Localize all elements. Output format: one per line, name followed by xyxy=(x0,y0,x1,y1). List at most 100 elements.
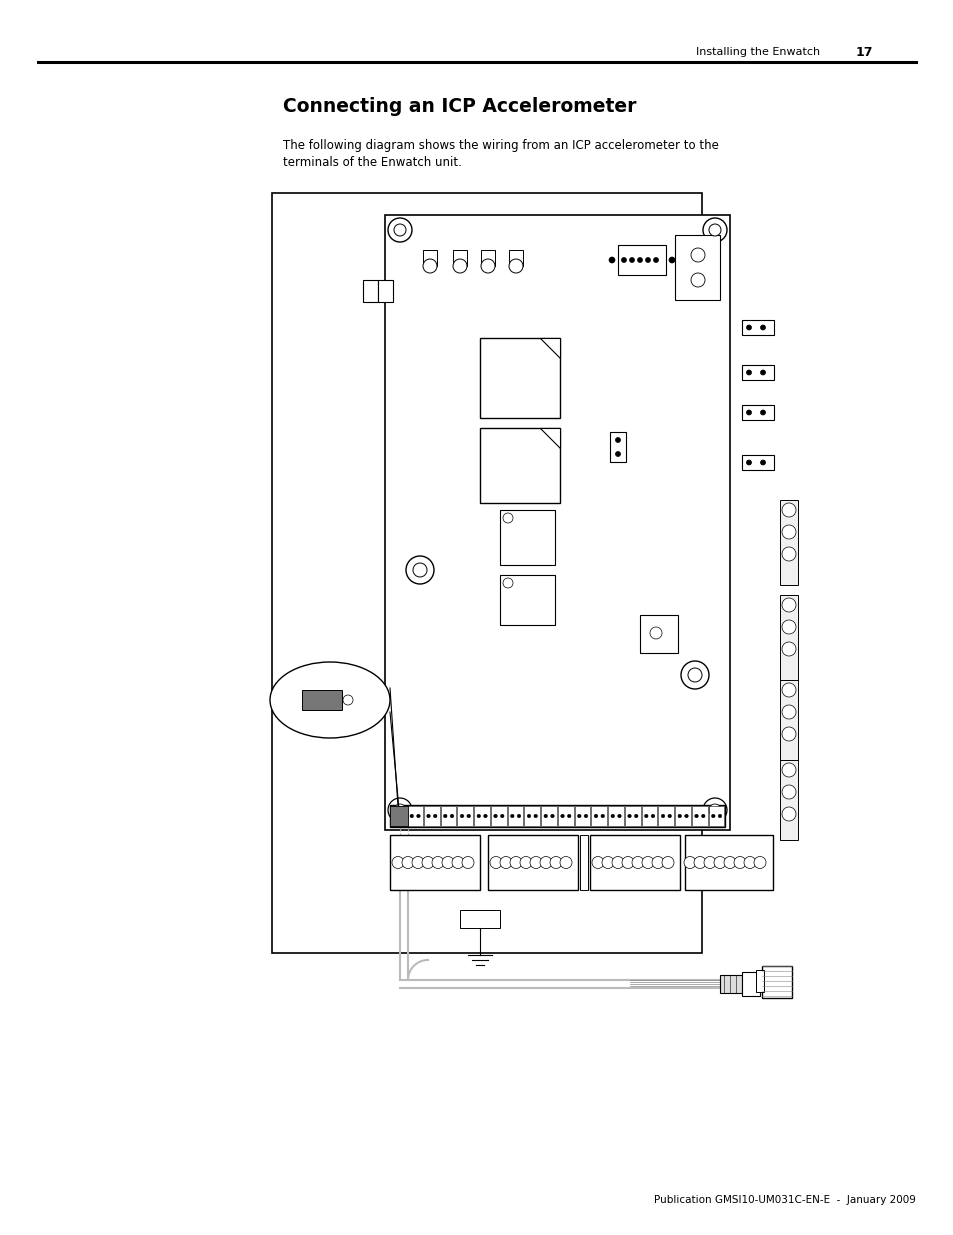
Bar xyxy=(780,500,797,585)
Text: The following diagram shows the wiring from an ICP accelerometer to the: The following diagram shows the wiring f… xyxy=(283,138,719,152)
Circle shape xyxy=(617,814,620,818)
Circle shape xyxy=(745,410,751,415)
Circle shape xyxy=(781,620,795,634)
Bar xyxy=(480,249,495,266)
Circle shape xyxy=(760,410,764,415)
Bar xyxy=(440,806,456,826)
Circle shape xyxy=(649,627,661,638)
Bar xyxy=(755,969,763,992)
Circle shape xyxy=(781,503,795,517)
Circle shape xyxy=(690,248,704,262)
Circle shape xyxy=(567,814,571,818)
Circle shape xyxy=(560,814,564,818)
Circle shape xyxy=(343,695,353,705)
Circle shape xyxy=(745,325,751,330)
Circle shape xyxy=(781,763,795,777)
Circle shape xyxy=(723,857,735,868)
Circle shape xyxy=(483,814,487,818)
Circle shape xyxy=(550,814,554,818)
Bar xyxy=(390,805,724,827)
Bar xyxy=(608,806,623,826)
Bar xyxy=(423,806,439,826)
Circle shape xyxy=(502,578,513,588)
Circle shape xyxy=(781,705,795,719)
Circle shape xyxy=(745,370,751,375)
Circle shape xyxy=(620,258,626,263)
Circle shape xyxy=(583,814,587,818)
Circle shape xyxy=(781,683,795,697)
Circle shape xyxy=(644,814,647,818)
Circle shape xyxy=(392,857,403,868)
Circle shape xyxy=(627,814,631,818)
Circle shape xyxy=(413,563,427,577)
Circle shape xyxy=(453,259,467,273)
Bar xyxy=(507,806,523,826)
Circle shape xyxy=(601,857,614,868)
Bar xyxy=(639,615,678,653)
Bar xyxy=(741,972,760,995)
Bar xyxy=(302,690,341,710)
Circle shape xyxy=(760,325,764,330)
Circle shape xyxy=(708,224,720,236)
Circle shape xyxy=(412,857,423,868)
Circle shape xyxy=(395,225,405,235)
Polygon shape xyxy=(539,429,559,448)
Bar xyxy=(675,235,720,300)
Circle shape xyxy=(661,857,673,868)
Circle shape xyxy=(510,814,514,818)
Bar xyxy=(708,806,723,826)
Text: terminals of the Enwatch unit.: terminals of the Enwatch unit. xyxy=(283,156,461,168)
Bar xyxy=(457,806,473,826)
Bar xyxy=(589,835,679,890)
Circle shape xyxy=(713,857,725,868)
Circle shape xyxy=(760,459,764,466)
Text: Installing the Enwatch: Installing the Enwatch xyxy=(695,47,820,57)
Circle shape xyxy=(693,857,705,868)
Bar xyxy=(453,249,467,266)
Circle shape xyxy=(678,814,680,818)
Circle shape xyxy=(426,814,430,818)
Circle shape xyxy=(480,259,495,273)
Circle shape xyxy=(781,642,795,656)
Bar xyxy=(780,760,797,840)
Circle shape xyxy=(592,857,603,868)
Circle shape xyxy=(406,556,434,584)
Bar xyxy=(524,806,539,826)
Text: 17: 17 xyxy=(855,46,873,58)
Circle shape xyxy=(615,437,619,442)
Bar xyxy=(491,806,506,826)
Circle shape xyxy=(781,598,795,613)
Circle shape xyxy=(651,857,663,868)
Circle shape xyxy=(668,257,675,263)
Circle shape xyxy=(743,857,755,868)
Circle shape xyxy=(651,814,654,818)
Circle shape xyxy=(452,857,463,868)
Circle shape xyxy=(753,857,765,868)
Bar xyxy=(579,835,587,890)
Bar xyxy=(363,280,377,303)
Bar xyxy=(540,806,557,826)
Circle shape xyxy=(653,258,658,263)
Circle shape xyxy=(660,814,664,818)
Circle shape xyxy=(760,370,764,375)
Bar xyxy=(741,454,773,471)
Circle shape xyxy=(781,727,795,741)
Circle shape xyxy=(684,814,687,818)
Circle shape xyxy=(690,273,704,287)
Circle shape xyxy=(550,857,561,868)
Bar xyxy=(422,249,436,266)
Circle shape xyxy=(394,224,406,236)
Bar xyxy=(741,366,773,380)
Circle shape xyxy=(393,814,396,818)
Circle shape xyxy=(683,857,696,868)
Circle shape xyxy=(388,798,412,823)
Circle shape xyxy=(530,857,541,868)
Bar xyxy=(641,806,657,826)
Circle shape xyxy=(687,668,701,682)
Bar xyxy=(377,280,393,303)
Bar xyxy=(474,806,490,826)
Circle shape xyxy=(502,513,513,522)
Circle shape xyxy=(594,814,598,818)
Circle shape xyxy=(461,857,474,868)
Bar xyxy=(459,910,499,927)
